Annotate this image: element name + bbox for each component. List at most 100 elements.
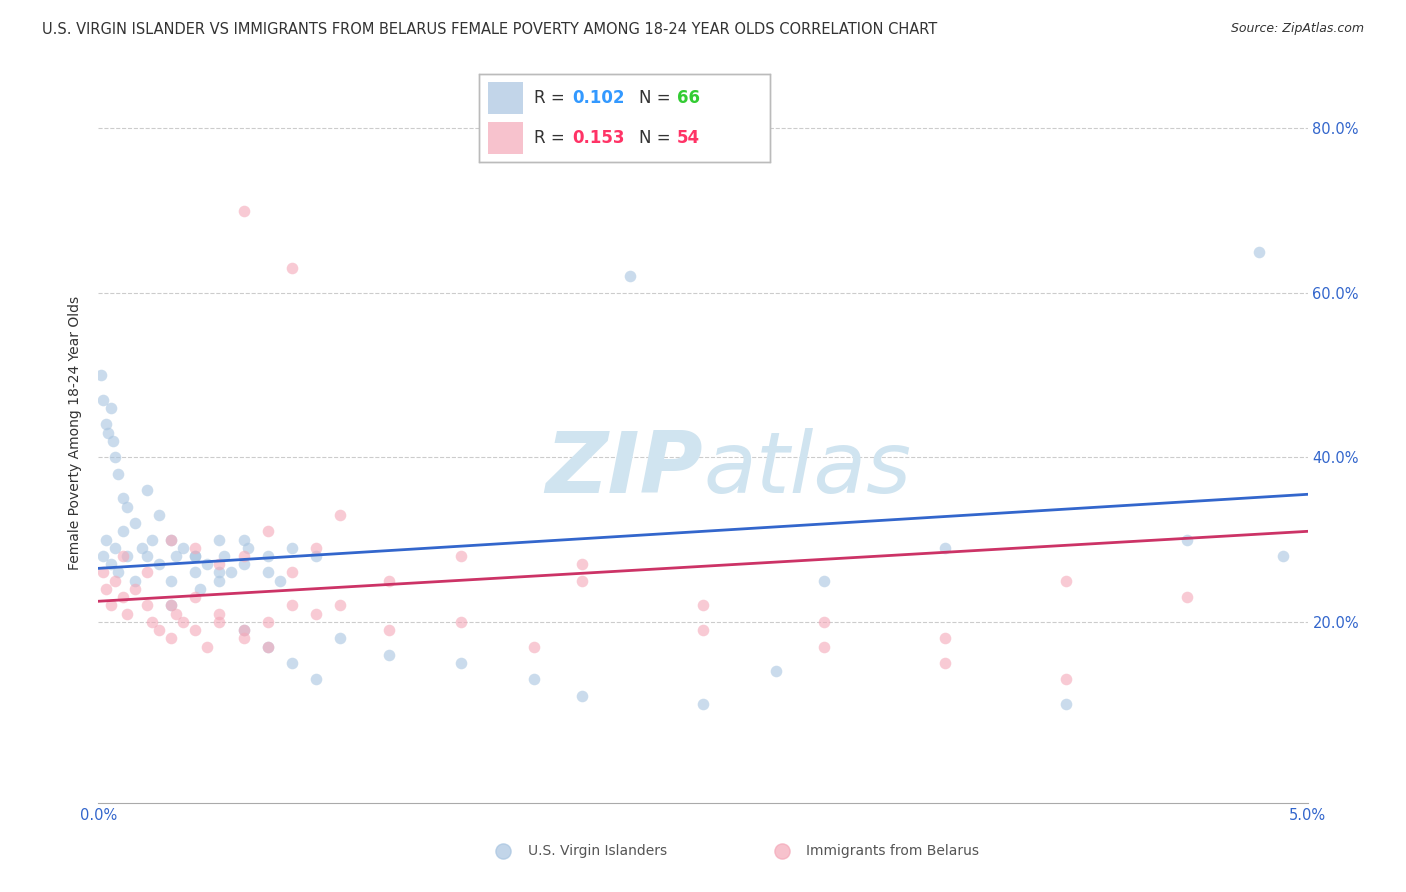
Point — [1054, 574, 1077, 588]
Point — [571, 574, 593, 588]
Point — [141, 533, 163, 547]
Point — [184, 623, 207, 637]
Point — [377, 648, 399, 662]
Point — [305, 607, 328, 621]
Point — [1249, 244, 1271, 259]
Point — [91, 549, 114, 563]
Text: ZIP: ZIP — [546, 428, 703, 511]
Point — [111, 491, 134, 506]
Point — [256, 640, 278, 654]
Point — [160, 599, 183, 613]
Point — [111, 590, 134, 604]
Point — [232, 549, 254, 563]
Point — [329, 632, 352, 646]
Point — [208, 607, 231, 621]
Point — [377, 574, 399, 588]
Point — [232, 623, 254, 637]
Point — [692, 623, 714, 637]
Point — [107, 566, 129, 580]
Point — [305, 673, 328, 687]
Point — [141, 615, 163, 629]
Point — [1175, 590, 1198, 604]
Point — [208, 574, 231, 588]
Point — [101, 434, 124, 448]
Point — [208, 533, 231, 547]
Point — [188, 582, 211, 596]
Point — [124, 516, 146, 530]
Point — [619, 269, 641, 284]
Point — [692, 599, 714, 613]
Point — [1054, 697, 1077, 711]
Point — [377, 623, 399, 637]
Point — [117, 500, 139, 514]
Point — [135, 483, 157, 498]
Point — [111, 549, 134, 563]
Point — [100, 558, 122, 572]
Point — [135, 549, 157, 563]
Point — [184, 566, 207, 580]
Point — [172, 541, 194, 555]
Point — [329, 508, 352, 522]
Point — [135, 599, 157, 613]
Point — [160, 632, 183, 646]
Point — [523, 640, 546, 654]
Point — [104, 450, 127, 465]
Y-axis label: Female Poverty Among 18-24 Year Olds: Female Poverty Among 18-24 Year Olds — [69, 295, 83, 570]
Point — [571, 689, 593, 703]
Point — [184, 590, 207, 604]
Point — [160, 574, 183, 588]
Point — [232, 623, 254, 637]
Point — [172, 615, 194, 629]
Text: U.S. Virgin Islanders: U.S. Virgin Islanders — [527, 844, 666, 858]
Point — [100, 401, 122, 415]
Point — [281, 541, 304, 555]
Point — [450, 656, 472, 670]
Point — [208, 566, 231, 580]
Point — [94, 533, 117, 547]
Point — [208, 615, 231, 629]
Point — [104, 541, 127, 555]
Point — [1272, 549, 1295, 563]
Point — [117, 549, 139, 563]
Point — [135, 566, 157, 580]
Point — [934, 632, 956, 646]
Point — [94, 582, 117, 596]
Point — [281, 599, 304, 613]
Point — [256, 615, 278, 629]
Point — [160, 533, 183, 547]
Point — [813, 640, 835, 654]
Text: Immigrants from Belarus: Immigrants from Belarus — [806, 844, 979, 858]
Point — [1175, 533, 1198, 547]
Point — [124, 582, 146, 596]
Point — [256, 549, 278, 563]
Point — [148, 558, 170, 572]
Point — [232, 632, 254, 646]
Point — [281, 261, 304, 276]
Text: U.S. VIRGIN ISLANDER VS IMMIGRANTS FROM BELARUS FEMALE POVERTY AMONG 18-24 YEAR : U.S. VIRGIN ISLANDER VS IMMIGRANTS FROM … — [42, 22, 938, 37]
Point — [90, 368, 112, 382]
Point — [765, 664, 787, 678]
Point — [281, 566, 304, 580]
Point — [148, 623, 170, 637]
Point — [232, 203, 254, 218]
Point — [212, 549, 235, 563]
Point — [281, 656, 304, 670]
Point — [523, 673, 546, 687]
Point — [107, 467, 129, 481]
Text: Source: ZipAtlas.com: Source: ZipAtlas.com — [1230, 22, 1364, 36]
Point — [117, 607, 139, 621]
Point — [269, 574, 291, 588]
Point — [934, 656, 956, 670]
Point — [238, 541, 260, 555]
Point — [305, 541, 328, 555]
Point — [165, 549, 187, 563]
Point — [148, 508, 170, 522]
Point — [813, 574, 835, 588]
Point — [813, 615, 835, 629]
Point — [94, 417, 117, 432]
Point — [221, 566, 243, 580]
Point — [305, 549, 328, 563]
Point — [91, 566, 114, 580]
Point — [934, 541, 956, 555]
Text: atlas: atlas — [703, 428, 911, 511]
